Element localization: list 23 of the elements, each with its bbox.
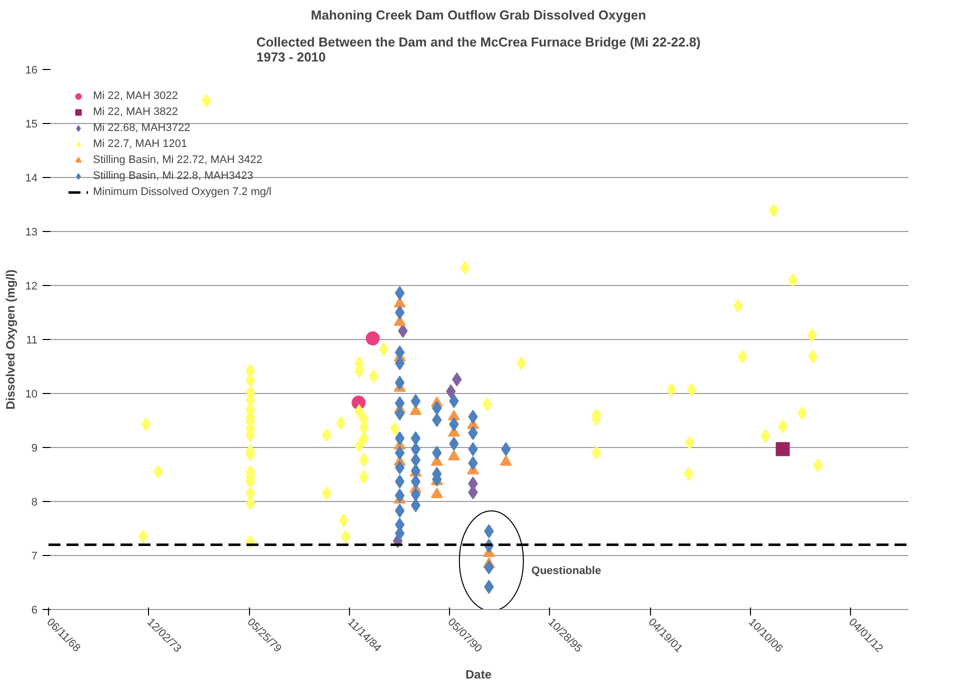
legend-label: Stilling Basin, Mi 22.72, MAH 3422: [93, 153, 262, 167]
legend-label: Minimum Dissolved Oxygen 7.2 mg/l: [93, 185, 272, 199]
y-tick-label: 9: [31, 442, 38, 454]
y-tick-label: 14: [25, 172, 38, 184]
y-tick-label: 15: [25, 118, 38, 130]
y-tick-label: 16: [25, 64, 38, 76]
y-tick-label: 7: [31, 550, 38, 562]
y-tick-label: 13: [25, 226, 38, 238]
legend-label: Mi 22.68, MAH3722: [93, 121, 190, 135]
x-axis-title: Date: [465, 667, 492, 682]
chart-title: Mahoning Creek Dam Outflow Grab Dissolved Oxygen: [310, 8, 646, 22]
y-tick-label: 12: [25, 280, 38, 292]
legend-label: Mi 22, MAH 3022: [93, 89, 178, 103]
legend-label: Mi 22, MAH 3822: [93, 105, 178, 119]
legend-label: Mi 22.7, MAH 1201: [93, 137, 188, 151]
annotation: Questionable: [531, 564, 602, 577]
y-tick-label: 11: [26, 334, 38, 346]
y-axis-title: Dissolved Oxygen (mg/l): [3, 269, 18, 410]
chart-subtitle: Collected Between the Dam and the McCrea Furnace Bridge (Mi 22-22.8) 1973 - 2010: [256, 34, 701, 64]
legend-label: Stilling Basin, Mi 22.8, MAH3423: [93, 169, 254, 183]
y-tick-label: 6: [31, 604, 38, 616]
y-tick-label: 8: [31, 496, 38, 508]
y-tick-label: 10: [25, 388, 38, 400]
